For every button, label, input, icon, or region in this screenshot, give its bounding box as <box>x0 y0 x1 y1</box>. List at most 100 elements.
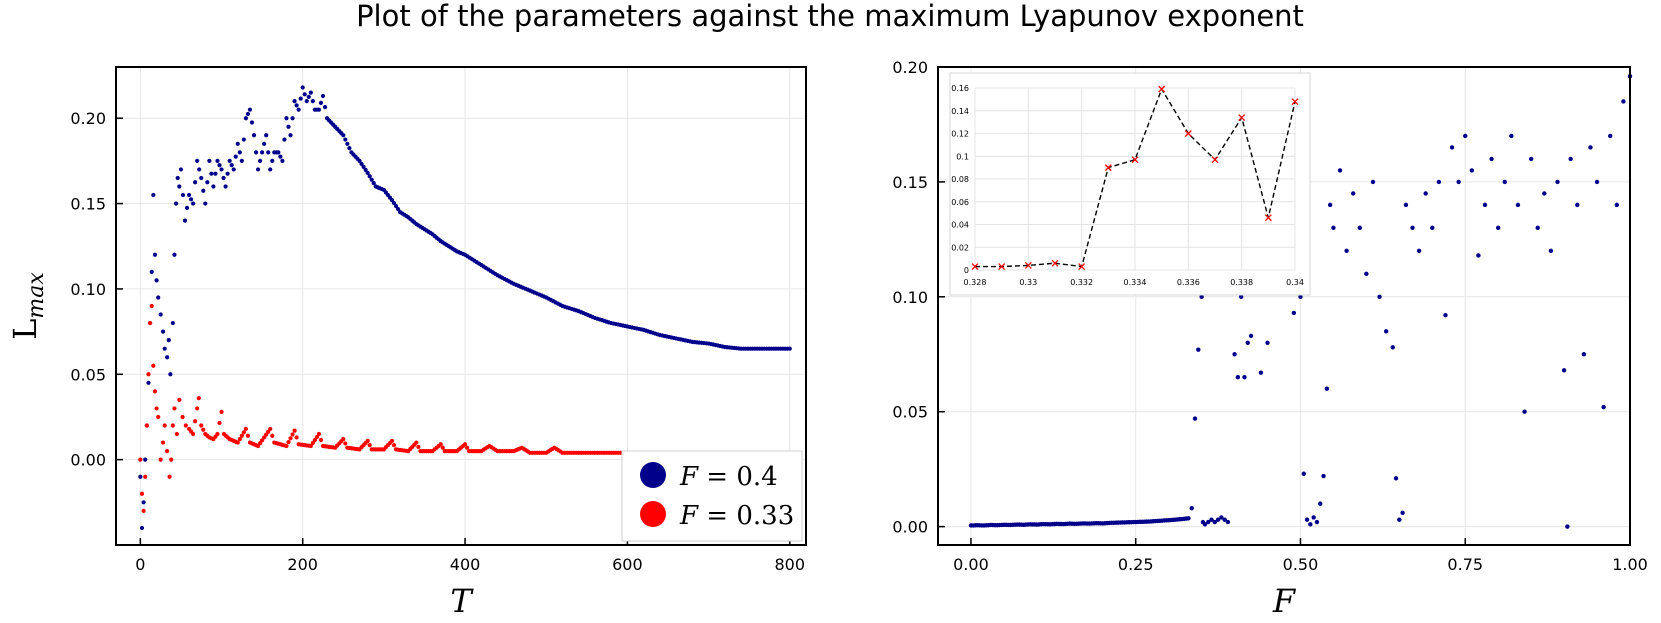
left-point-s0 <box>264 133 269 138</box>
legend-marker-f-0.33 <box>640 501 666 527</box>
right-axis-ticks: 0.00 0.25 0.50 0.75 1.000.000.050.100.150.20 <box>892 58 1647 574</box>
left-point-s1 <box>308 443 313 449</box>
right-point-s0 <box>1196 347 1201 352</box>
right-x-tick-label: 0.50 <box>1283 555 1319 574</box>
left-point-s0 <box>393 204 399 209</box>
right-point-s0 <box>1065 521 1070 526</box>
left-point-s1 <box>367 443 372 448</box>
left-point-s0 <box>221 175 226 181</box>
left-point-s1 <box>270 433 275 438</box>
right-point-s0 <box>1463 133 1468 139</box>
right-point-s0 <box>1137 519 1143 525</box>
inset-x-tick-label: 0.34 <box>1286 278 1304 287</box>
right-point-s0 <box>1052 521 1057 527</box>
left-point-s0 <box>322 105 328 110</box>
left-point-s0 <box>207 158 212 163</box>
left-point-s1 <box>180 414 185 420</box>
right-point-s0 <box>1561 368 1567 373</box>
left-point-s1 <box>241 430 246 435</box>
left-point-s0 <box>365 170 370 175</box>
right-point-s0 <box>1199 294 1204 300</box>
left-point-s0 <box>160 329 166 334</box>
right-point-s0 <box>1045 522 1051 527</box>
right-point-s0 <box>1314 519 1320 525</box>
left-point-s0 <box>141 500 146 505</box>
left-point-s1 <box>177 397 182 402</box>
left-point-s0 <box>251 133 257 138</box>
right-point-s0 <box>1164 518 1169 523</box>
right-point-s0 <box>1308 522 1313 527</box>
right-point-s0 <box>1058 521 1064 527</box>
left-point-s1 <box>245 433 251 438</box>
left-point-s1 <box>268 426 273 432</box>
right-point-s0 <box>1390 345 1395 350</box>
left-point-s0 <box>292 99 297 104</box>
left-point-s1 <box>239 433 244 438</box>
right-point-s0 <box>1192 416 1198 421</box>
left-point-s0 <box>178 167 184 172</box>
right-point-s0 <box>1291 310 1297 316</box>
inset-point-marker <box>1211 156 1219 164</box>
right-point-s0 <box>1321 473 1326 479</box>
left-point-s0 <box>180 192 186 198</box>
left-point-s0 <box>308 90 313 95</box>
left-point-s0 <box>217 163 222 168</box>
left-point-s0 <box>231 167 236 172</box>
inset-point-marker <box>1184 130 1192 137</box>
right-point-s0 <box>1324 386 1330 391</box>
left-point-s0 <box>149 269 154 274</box>
right-point-s0 <box>1170 517 1176 523</box>
left-point-s0 <box>787 346 792 351</box>
left-point-s1 <box>195 406 200 411</box>
inset-y-tick-label: 0.02 <box>951 243 969 252</box>
inset-axis-ticks: 0.328 0.33 0.332 0.334 0.336 0.338 0.34 0 0.02 0.… <box>951 84 1304 287</box>
right-point-s0 <box>1225 519 1231 525</box>
right-point-s0 <box>1212 519 1218 525</box>
left-point-s0 <box>211 184 216 189</box>
inset-x-tick-label: 0.334 <box>1124 278 1147 287</box>
left-point-s1 <box>294 435 299 440</box>
left-point-s1 <box>389 438 395 443</box>
left-chart: 0 200 400 600 800 0.00 0.05 0.10 0.15 0.20 T Lmax… <box>6 66 807 620</box>
left-point-s0 <box>310 99 315 104</box>
left-point-s1 <box>414 440 419 445</box>
left-point-s0 <box>168 372 173 377</box>
right-point-s0 <box>1476 253 1481 258</box>
left-point-s0 <box>175 175 180 181</box>
left-point-s0 <box>306 94 311 99</box>
left-point-s0 <box>345 141 350 146</box>
left-y-tick-label: 0.20 <box>70 109 106 128</box>
left-point-s1 <box>286 440 291 445</box>
left-point-s1 <box>318 437 324 443</box>
right-point-s0 <box>1202 522 1208 527</box>
left-point-s1 <box>152 389 158 394</box>
left-point-s0 <box>280 158 285 163</box>
left-point-s1 <box>191 431 196 437</box>
right-point-s0 <box>1131 519 1136 525</box>
right-point-s0 <box>1006 522 1011 528</box>
left-point-s1 <box>199 423 204 428</box>
right-point-s0 <box>979 523 985 528</box>
inset-x-tick-label: 0.33 <box>1019 278 1037 287</box>
left-point-s0 <box>363 167 368 172</box>
left-point-s0 <box>172 252 177 257</box>
right-point-s0 <box>1298 294 1303 300</box>
left-point-s1 <box>288 436 293 441</box>
left-point-s1 <box>464 445 470 450</box>
right-point-s0 <box>1416 248 1422 254</box>
right-point-s0 <box>1318 501 1323 506</box>
left-point-s1 <box>237 437 242 442</box>
inset-point-marker <box>1238 114 1246 122</box>
left-y-tick-label: 0.10 <box>70 280 106 299</box>
left-point-s0 <box>371 180 376 186</box>
left-point-s0 <box>260 150 265 155</box>
inset-grid <box>974 87 1296 271</box>
left-point-s0 <box>215 158 220 163</box>
left-point-s0 <box>173 201 179 206</box>
right-point-s0 <box>1242 375 1247 380</box>
right-point-s0 <box>1206 519 1211 525</box>
right-point-s0 <box>999 522 1004 528</box>
left-point-s0 <box>395 207 401 212</box>
left-x-tick-label: 0 <box>135 555 145 574</box>
right-x-tick-label: 1.00 <box>1612 555 1648 574</box>
